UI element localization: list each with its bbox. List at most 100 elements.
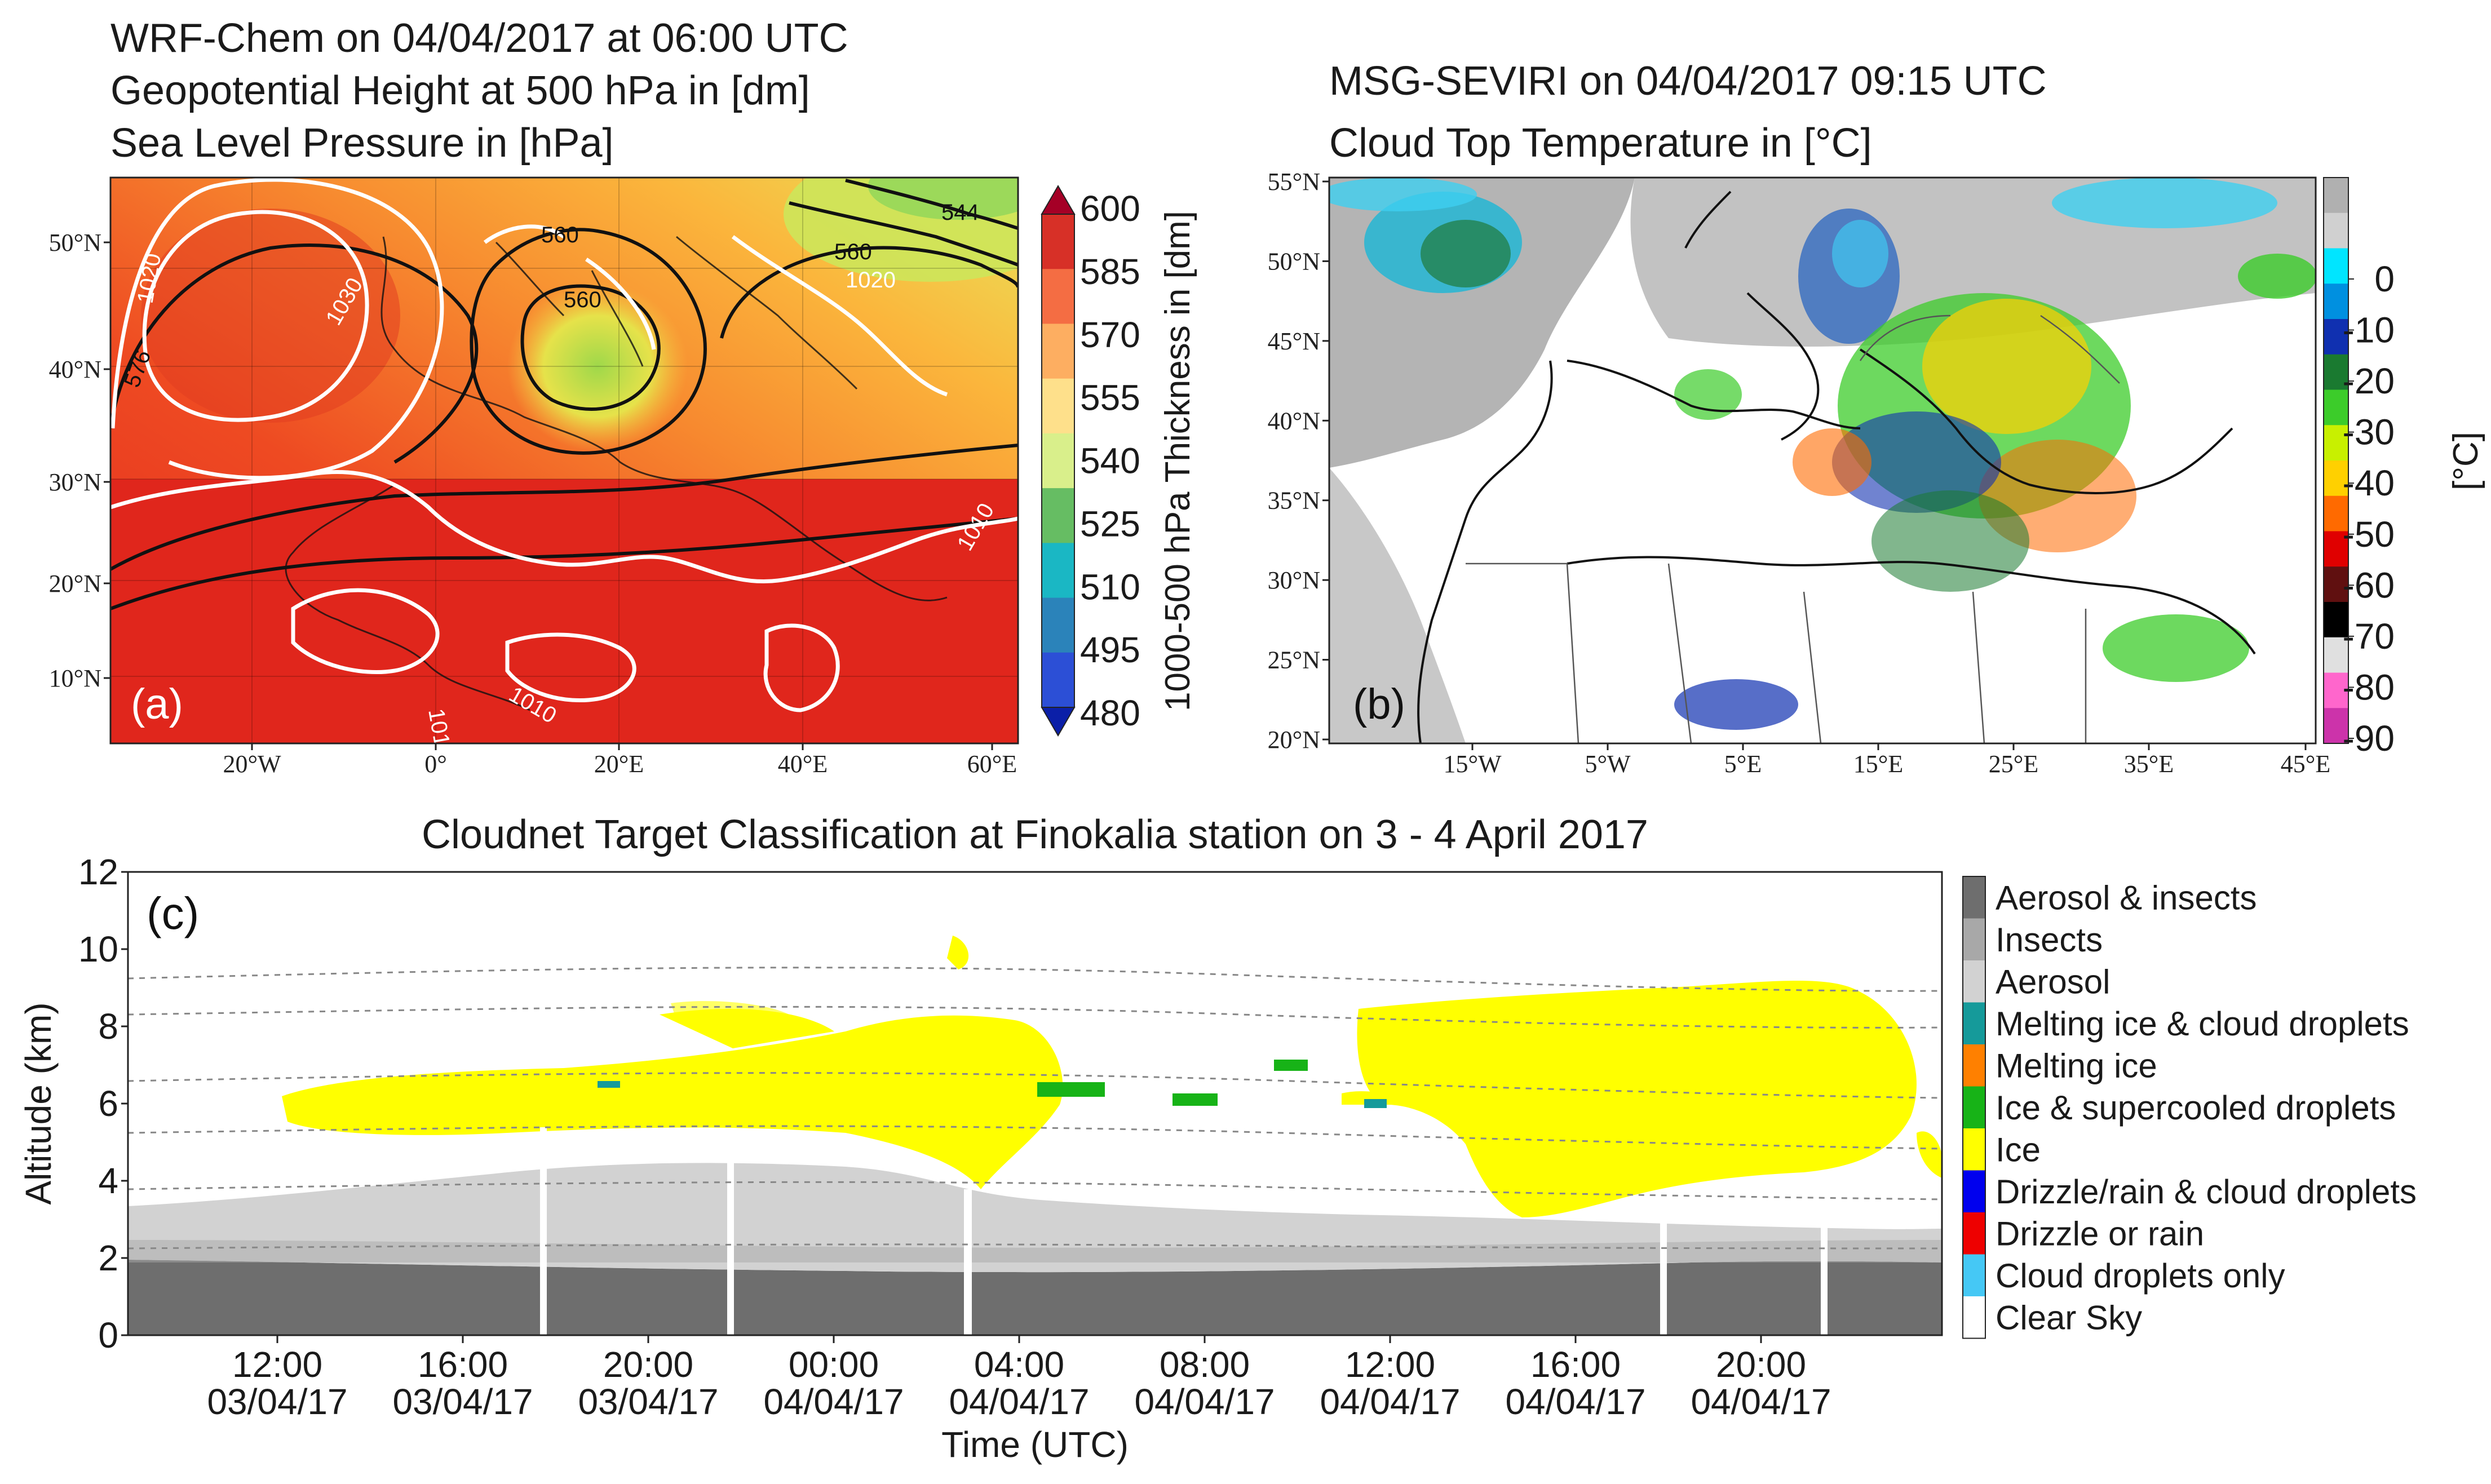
panel-b-map-field bbox=[1329, 178, 2316, 743]
panel-c-y-tick-label: 6 bbox=[98, 1083, 118, 1124]
svg-text:1020: 1020 bbox=[846, 268, 896, 293]
panel-c-x-tick-date: 03/04/17 bbox=[207, 1381, 347, 1422]
panel-b: MSG-SEVIRI on 04/04/2017 09:15 UTC Cloud… bbox=[1268, 59, 2485, 778]
panel-b-colorbar-tick-label: -50 bbox=[2343, 514, 2395, 555]
panel-a-x-tick-label: 20°W bbox=[223, 750, 281, 778]
panel-c-legend-swatch bbox=[1963, 1212, 1985, 1255]
panel-c-legend-swatch bbox=[1963, 1296, 1985, 1339]
panel-a-colorbar-band bbox=[1042, 378, 1074, 434]
panel-a: WRF-Chem on 04/04/2017 at 06:00 UTC Geop… bbox=[49, 16, 1197, 778]
panel-b-x-tick-label: 25°E bbox=[1989, 750, 2038, 778]
panel-a-colorbar-tick-label: 570 bbox=[1080, 314, 1140, 355]
panel-b-colorbar-band bbox=[2324, 602, 2348, 638]
panel-c-x-tick-time: 12:00 bbox=[1345, 1344, 1435, 1385]
panel-a-colorbar-band bbox=[1042, 543, 1074, 599]
panel-b-colorbar-tick-label: -60 bbox=[2343, 565, 2395, 605]
panel-b-y-tick-label: 20°N bbox=[1268, 726, 1320, 754]
panel-a-colorbar-tick-label: 480 bbox=[1080, 693, 1140, 733]
panel-a-colorbar-tick-label: 600 bbox=[1080, 188, 1140, 229]
panel-c-y-tick-label: 8 bbox=[98, 1006, 118, 1047]
panel-b-colorbar-band bbox=[2324, 389, 2348, 426]
panel-a-map-field: 576 560 560 560 544 1020 1030 1020 1010 … bbox=[110, 178, 1018, 743]
panel-a-colorbar-band bbox=[1042, 269, 1074, 324]
panel-c-x-tick-time: 00:00 bbox=[789, 1344, 879, 1385]
svg-text:560: 560 bbox=[564, 287, 601, 312]
panel-c-y-axis-label: Altitude (km) bbox=[18, 1002, 59, 1204]
panel-c-legend-swatch bbox=[1963, 918, 1985, 960]
panel-b-colorbar-band bbox=[2324, 178, 2348, 214]
panel-b-colorbar-band bbox=[2324, 566, 2348, 603]
panel-a-colorbar-min-extend bbox=[1041, 707, 1076, 737]
panel-c-legend-label: Ice bbox=[1996, 1131, 2041, 1168]
panel-b-colorbar-tick-label: -70 bbox=[2343, 616, 2395, 657]
panel-c-legend-label: Melting ice & cloud droplets bbox=[1996, 1005, 2409, 1043]
panel-c-x-tick-time: 20:00 bbox=[1716, 1344, 1806, 1385]
panel-b-colorbar-ticks: 0 -10 -20 -30 -40 -50 -60 -70 -80 -90 bbox=[2343, 259, 2395, 759]
panel-c-legend: Aerosol & insects Insects Aerosol Melting i… bbox=[1962, 876, 2417, 1339]
panel-b-colorbar-band bbox=[2324, 283, 2348, 320]
panel-c-x-tick-date: 04/04/17 bbox=[763, 1381, 904, 1422]
panel-c: Cloudnet Target Classification at Finoka… bbox=[18, 812, 2417, 1465]
panel-c-legend-swatch bbox=[1963, 1044, 1985, 1087]
panel-b-title-line-2: Cloud Top Temperature in [°C] bbox=[1329, 121, 1872, 166]
panel-b-label: (b) bbox=[1353, 680, 1405, 728]
panel-b-y-tick-label: 40°N bbox=[1268, 407, 1320, 435]
panel-b-y-ticks: 55°N 50°N 45°N 40°N 35°N 30°N 25°N 20°N bbox=[1268, 168, 1329, 754]
panel-c-y-tick-label: 10 bbox=[78, 929, 118, 969]
panel-c-legend-swatch bbox=[1963, 876, 1985, 919]
panel-a-colorbar-band bbox=[1042, 214, 1074, 269]
panel-c-x-ticks: 12:0003/04/1716:0003/04/1720:0003/04/170… bbox=[207, 1335, 1831, 1422]
panel-b-colorbar-band bbox=[2324, 460, 2348, 497]
panel-c-legend-swatch bbox=[1963, 1170, 1985, 1212]
panel-c-legend-label: Ice & supercooled droplets bbox=[1996, 1089, 2396, 1127]
panel-b-x-tick-label: 5°E bbox=[1724, 750, 1762, 778]
panel-c-x-tick-date: 04/04/17 bbox=[1691, 1381, 1831, 1422]
panel-c-y-tick-label: 0 bbox=[98, 1315, 118, 1355]
panel-c-x-tick-time: 04:00 bbox=[974, 1344, 1064, 1385]
panel-c-x-tick-date: 04/04/17 bbox=[1320, 1381, 1460, 1422]
panel-c-x-tick-date: 04/04/17 bbox=[1134, 1381, 1275, 1422]
panel-c-title: Cloudnet Target Classification at Finoka… bbox=[422, 812, 1648, 857]
panel-c-legend-label: Drizzle or rain bbox=[1996, 1215, 2204, 1252]
panel-c-legend-label: Aerosol & insects bbox=[1996, 879, 2257, 916]
panel-c-legend-label: Cloud droplets only bbox=[1996, 1257, 2285, 1295]
panel-b-y-tick-label: 50°N bbox=[1268, 247, 1320, 275]
panel-b-y-tick-label: 45°N bbox=[1268, 327, 1320, 355]
panel-a-x-tick-label: 60°E bbox=[967, 750, 1017, 778]
panel-c-x-tick-date: 03/04/17 bbox=[578, 1381, 718, 1422]
panel-a-colorbar-band bbox=[1042, 324, 1074, 379]
panel-b-y-tick-label: 25°N bbox=[1268, 646, 1320, 674]
panel-a-colorbar-band bbox=[1042, 488, 1074, 543]
panel-c-legend-label: Drizzle/rain & cloud droplets bbox=[1996, 1173, 2417, 1211]
panel-a-title-line-3: Sea Level Pressure in [hPa] bbox=[110, 121, 614, 166]
panel-c-x-tick-date: 03/04/17 bbox=[392, 1381, 533, 1422]
panel-c-classification-field bbox=[128, 872, 1942, 1335]
panel-c-legend-label: Insects bbox=[1996, 921, 2103, 959]
panel-a-colorbar-band bbox=[1042, 597, 1074, 653]
panel-c-legend-swatch bbox=[1963, 1128, 1985, 1171]
panel-b-x-tick-label: 5°W bbox=[1585, 750, 1631, 778]
panel-b-colorbar-band bbox=[2324, 637, 2348, 673]
panel-a-colorbar-band bbox=[1042, 433, 1074, 489]
panel-b-colorbar-tick-label: 0 bbox=[2374, 259, 2395, 299]
panel-b-colorbar-label: [°C] bbox=[2446, 432, 2485, 490]
panel-a-colorbar-tick-label: 555 bbox=[1080, 378, 1140, 418]
panel-c-legend-swatch bbox=[1963, 1002, 1985, 1044]
panel-b-colorbar-tick-label: -10 bbox=[2343, 310, 2395, 351]
panel-b-colorbar-band bbox=[2324, 212, 2348, 249]
panel-c-x-tick-time: 16:00 bbox=[1530, 1344, 1621, 1385]
panel-c-legend-label: Clear Sky bbox=[1996, 1299, 2142, 1336]
panel-a-y-ticks: 50°N 40°N 30°N 20°N 10°N bbox=[49, 229, 110, 692]
panel-a-x-tick-label: 0° bbox=[424, 750, 447, 778]
panel-c-x-tick-time: 20:00 bbox=[603, 1344, 693, 1385]
svg-text:560: 560 bbox=[834, 240, 872, 264]
panel-c-legend-swatch bbox=[1963, 1254, 1985, 1296]
panel-b-colorbar-tick-label: -90 bbox=[2343, 718, 2395, 759]
panel-b-colorbar-band bbox=[2324, 495, 2348, 531]
panel-a-x-tick-label: 40°E bbox=[778, 750, 828, 778]
panel-b-colorbar bbox=[2323, 177, 2349, 744]
panel-c-legend-label: Aerosol bbox=[1996, 963, 2110, 1000]
svg-text:544: 544 bbox=[941, 200, 979, 225]
panel-a-y-tick-label: 50°N bbox=[49, 229, 101, 256]
panel-a-colorbar-tick-label: 495 bbox=[1080, 630, 1140, 670]
